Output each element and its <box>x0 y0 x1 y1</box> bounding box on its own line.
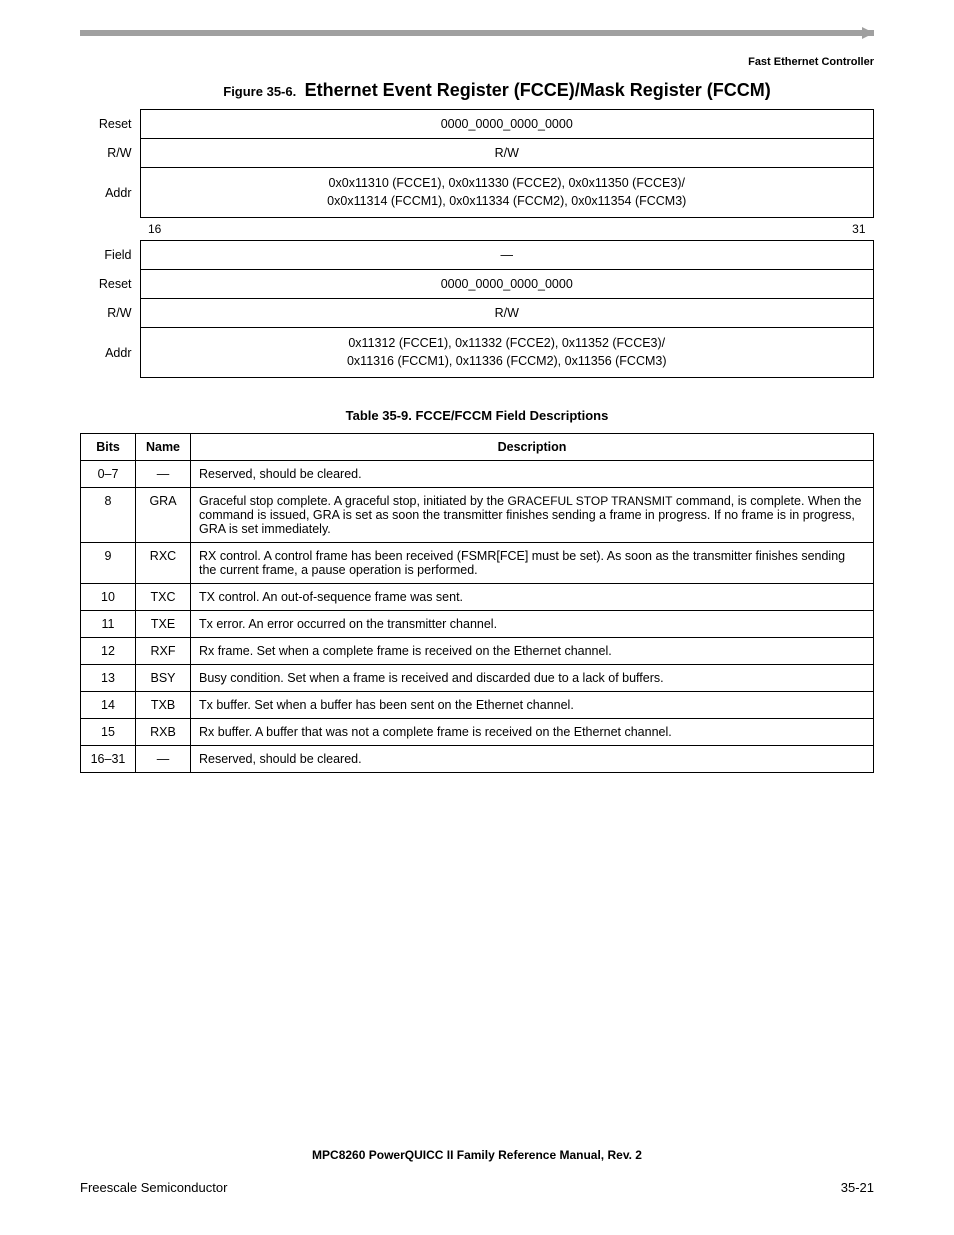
desc-table: Bits Name Description 0–7 — Reserved, sh… <box>80 433 874 773</box>
reg-row-addr-2: Addr 0x11312 (FCCE1), 0x11332 (FCCE2), 0… <box>80 328 874 378</box>
figure-heading: Figure 35-6. Ethernet Event Register (FC… <box>120 80 874 101</box>
reg-row-rw-1: R/W R/W <box>80 139 874 168</box>
reg-label: R/W <box>80 139 140 168</box>
cell-name: TXB <box>136 692 191 719</box>
cell-bits: 13 <box>81 665 136 692</box>
addr-line: 0x11312 (FCCE1), 0x11332 (FCCE2), 0x1135… <box>149 335 866 353</box>
bit-left: 16 <box>140 218 507 241</box>
reg-row-rw-2: R/W R/W <box>80 299 874 328</box>
addr-line: 0x0x11310 (FCCE1), 0x0x11330 (FCCE2), 0x… <box>149 175 866 193</box>
cell-desc: Rx frame. Set when a complete frame is r… <box>191 638 874 665</box>
reg-row-reset-1: Reset 0000_0000_0000_0000 <box>80 110 874 139</box>
figure-title: Ethernet Event Register (FCCE)/Mask Regi… <box>305 80 771 100</box>
header-rule <box>80 30 874 36</box>
table-row: 0–7 — Reserved, should be cleared. <box>81 461 874 488</box>
footer-company: Freescale Semiconductor <box>80 1180 227 1195</box>
reg-value: R/W <box>140 139 874 168</box>
cell-bits: 12 <box>81 638 136 665</box>
reg-label: Addr <box>80 168 140 218</box>
addr-line: 0x11316 (FCCM1), 0x11336 (FCCM2), 0x1135… <box>149 353 866 371</box>
col-head-bits: Bits <box>81 434 136 461</box>
cell-name: RXC <box>136 543 191 584</box>
reg-row-field: Field — <box>80 241 874 270</box>
table-row: 12 RXF Rx frame. Set when a complete fra… <box>81 638 874 665</box>
reg-label: Reset <box>80 270 140 299</box>
cell-desc: Tx error. An error occurred on the trans… <box>191 611 874 638</box>
reg-value: 0x11312 (FCCE1), 0x11332 (FCCE2), 0x1135… <box>140 328 874 378</box>
cell-bits: 8 <box>81 488 136 543</box>
table-row: 13 BSY Busy condition. Set when a frame … <box>81 665 874 692</box>
cell-desc: Reserved, should be cleared. <box>191 461 874 488</box>
desc-head-row: Bits Name Description <box>81 434 874 461</box>
cell-desc: Rx buffer. A buffer that was not a compl… <box>191 719 874 746</box>
cell-bits: 14 <box>81 692 136 719</box>
cell-name: RXF <box>136 638 191 665</box>
cell-bits: 11 <box>81 611 136 638</box>
cell-name: BSY <box>136 665 191 692</box>
page: Fast Ethernet Controller Figure 35-6. Et… <box>0 0 954 1235</box>
cell-bits: 16–31 <box>81 746 136 773</box>
table-row: 9 RXC RX control. A control frame has be… <box>81 543 874 584</box>
table-row: 16–31 — Reserved, should be cleared. <box>81 746 874 773</box>
reg-label-empty <box>80 218 140 241</box>
reg-value: R/W <box>140 299 874 328</box>
reg-value: 0000_0000_0000_0000 <box>140 110 874 139</box>
cell-desc: Busy condition. Set when a frame is rece… <box>191 665 874 692</box>
cell-name: — <box>136 746 191 773</box>
header-section: Fast Ethernet Controller <box>80 56 874 68</box>
cell-name: GRA <box>136 488 191 543</box>
cell-name: — <box>136 461 191 488</box>
table-row: 8 GRA Graceful stop complete. A graceful… <box>81 488 874 543</box>
desc-sc: GRACEFUL STOP TRANSMIT <box>508 494 673 508</box>
cell-desc: Graceful stop complete. A graceful stop,… <box>191 488 874 543</box>
reg-value: — <box>140 241 874 270</box>
figure-label: Figure 35-6. <box>223 84 296 99</box>
footer-page: 35-21 <box>841 1180 874 1195</box>
register-table: Reset 0000_0000_0000_0000 R/W R/W Addr 0… <box>80 109 874 378</box>
reg-label: Reset <box>80 110 140 139</box>
reg-label: R/W <box>80 299 140 328</box>
reg-bit-row: 16 31 <box>80 218 874 241</box>
cell-bits: 10 <box>81 584 136 611</box>
cell-name: TXC <box>136 584 191 611</box>
addr-line: 0x0x11314 (FCCM1), 0x0x11334 (FCCM2), 0x… <box>149 193 866 211</box>
cell-bits: 15 <box>81 719 136 746</box>
col-head-desc: Description <box>191 434 874 461</box>
desc-pre: Graceful stop complete. A graceful stop,… <box>199 494 508 508</box>
reg-value: 0x0x11310 (FCCE1), 0x0x11330 (FCCE2), 0x… <box>140 168 874 218</box>
reg-row-reset-2: Reset 0000_0000_0000_0000 <box>80 270 874 299</box>
cell-desc: TX control. An out-of-sequence frame was… <box>191 584 874 611</box>
table-row: 15 RXB Rx buffer. A buffer that was not … <box>81 719 874 746</box>
table-row: 11 TXE Tx error. An error occurred on th… <box>81 611 874 638</box>
reg-label: Field <box>80 241 140 270</box>
col-head-name: Name <box>136 434 191 461</box>
bit-right: 31 <box>507 218 874 241</box>
cell-name: RXB <box>136 719 191 746</box>
cell-bits: 9 <box>81 543 136 584</box>
cell-bits: 0–7 <box>81 461 136 488</box>
footer: MPC8260 PowerQUICC II Family Reference M… <box>80 1148 874 1195</box>
cell-desc: Reserved, should be cleared. <box>191 746 874 773</box>
reg-value: 0000_0000_0000_0000 <box>140 270 874 299</box>
cell-desc: Tx buffer. Set when a buffer has been se… <box>191 692 874 719</box>
cell-name: TXE <box>136 611 191 638</box>
footer-row: Freescale Semiconductor 35-21 <box>80 1180 874 1195</box>
table-row: 10 TXC TX control. An out-of-sequence fr… <box>81 584 874 611</box>
reg-label: Addr <box>80 328 140 378</box>
footer-manual: MPC8260 PowerQUICC II Family Reference M… <box>80 1148 874 1162</box>
table-row: 14 TXB Tx buffer. Set when a buffer has … <box>81 692 874 719</box>
reg-row-addr-1: Addr 0x0x11310 (FCCE1), 0x0x11330 (FCCE2… <box>80 168 874 218</box>
cell-desc: RX control. A control frame has been rec… <box>191 543 874 584</box>
table-title: Table 35-9. FCCE/FCCM Field Descriptions <box>80 408 874 423</box>
